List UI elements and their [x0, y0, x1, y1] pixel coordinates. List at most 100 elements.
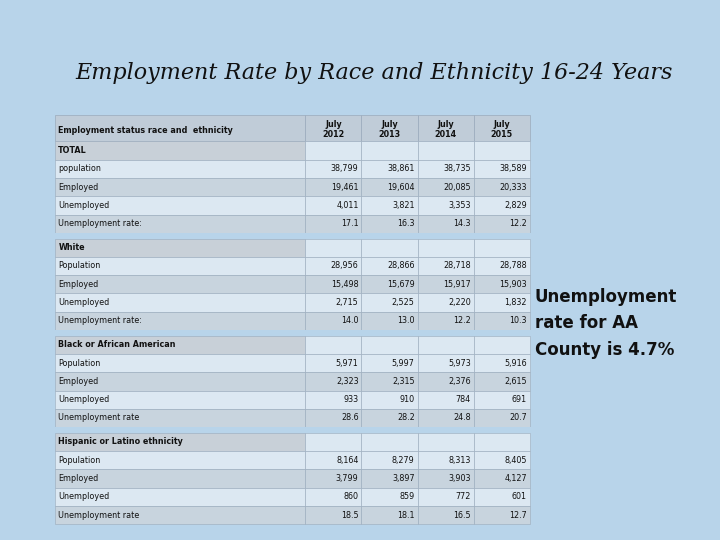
Text: Unemployed: Unemployed [58, 298, 109, 307]
Text: Employed: Employed [58, 280, 99, 289]
Bar [305, 115, 361, 141]
Bar [418, 239, 474, 257]
Bar [361, 178, 418, 196]
Text: 2,829: 2,829 [504, 201, 527, 210]
Bar [361, 141, 418, 160]
Text: 3,903: 3,903 [449, 474, 471, 483]
Bar [361, 312, 418, 330]
Bar [361, 214, 418, 233]
Bar [418, 257, 474, 275]
Text: 10.3: 10.3 [509, 316, 527, 325]
Bar [418, 178, 474, 196]
Bar [361, 336, 418, 354]
Text: 17.1: 17.1 [341, 219, 359, 228]
Text: Population: Population [58, 261, 101, 271]
Bar [305, 336, 361, 354]
Text: Employed: Employed [58, 183, 99, 192]
Text: 3,353: 3,353 [449, 201, 471, 210]
Bar [305, 390, 361, 409]
Text: 38,735: 38,735 [443, 164, 471, 173]
Bar [55, 233, 532, 239]
Bar [55, 336, 305, 354]
Text: July: July [437, 120, 454, 129]
Bar [55, 178, 305, 196]
Text: Unemployment rate:: Unemployment rate: [58, 219, 143, 228]
Bar [305, 293, 361, 312]
Bar [305, 160, 361, 178]
Bar [55, 409, 305, 427]
Text: 20.7: 20.7 [509, 414, 527, 422]
Bar [55, 293, 305, 312]
Bar [361, 275, 418, 293]
Bar [474, 257, 530, 275]
Bar [418, 488, 474, 506]
Text: Unemployment
rate for AA
County is 4.7%: Unemployment rate for AA County is 4.7% [535, 288, 678, 359]
Text: Employed: Employed [58, 474, 99, 483]
Bar [55, 257, 305, 275]
Text: 38,861: 38,861 [387, 164, 415, 173]
Text: 2,220: 2,220 [448, 298, 471, 307]
Bar [418, 214, 474, 233]
Text: population: population [58, 164, 102, 173]
Bar [361, 506, 418, 524]
Bar [305, 196, 361, 214]
Text: 28,788: 28,788 [499, 261, 527, 271]
Bar [305, 451, 361, 469]
Bar [305, 409, 361, 427]
Bar [55, 469, 305, 488]
Bar [418, 451, 474, 469]
Text: 19,461: 19,461 [331, 183, 359, 192]
Bar [418, 115, 474, 141]
Bar [305, 488, 361, 506]
Bar [55, 433, 305, 451]
Text: 5,973: 5,973 [448, 359, 471, 368]
Text: 2013: 2013 [379, 130, 400, 139]
Bar [361, 257, 418, 275]
Text: 2,315: 2,315 [392, 377, 415, 386]
Text: 15,679: 15,679 [387, 280, 415, 289]
Bar [418, 336, 474, 354]
Text: 14.3: 14.3 [453, 219, 471, 228]
Bar [474, 506, 530, 524]
Bar [474, 196, 530, 214]
Bar [418, 312, 474, 330]
Text: Unemployment rate:: Unemployment rate: [58, 316, 143, 325]
Bar [474, 214, 530, 233]
Bar [418, 372, 474, 390]
Text: 5,916: 5,916 [504, 359, 527, 368]
Bar [361, 196, 418, 214]
Bar [418, 293, 474, 312]
Text: 15,498: 15,498 [331, 280, 359, 289]
Bar [418, 433, 474, 451]
Bar [361, 293, 418, 312]
Bar [361, 372, 418, 390]
Bar [418, 275, 474, 293]
Text: 8,279: 8,279 [392, 456, 415, 465]
Text: Employed: Employed [58, 377, 99, 386]
Text: Unemployed: Unemployed [58, 201, 109, 210]
Text: 5,971: 5,971 [336, 359, 359, 368]
Bar [474, 433, 530, 451]
Text: TOTAL: TOTAL [58, 146, 87, 155]
Bar [361, 354, 418, 372]
Bar [418, 469, 474, 488]
Text: White: White [58, 243, 85, 252]
Bar [418, 390, 474, 409]
Bar [474, 293, 530, 312]
Bar [474, 372, 530, 390]
Bar [361, 451, 418, 469]
Bar [55, 354, 305, 372]
Bar [361, 433, 418, 451]
Text: July: July [493, 120, 510, 129]
Text: 3,799: 3,799 [336, 474, 359, 483]
Text: 2,615: 2,615 [504, 377, 527, 386]
Bar [474, 115, 530, 141]
Text: Unemployed: Unemployed [58, 492, 109, 501]
Text: Hispanic or Latino ethnicity: Hispanic or Latino ethnicity [58, 437, 183, 447]
Bar [305, 354, 361, 372]
Bar [305, 178, 361, 196]
Bar [474, 488, 530, 506]
Bar [361, 115, 418, 141]
Bar [55, 330, 532, 336]
Text: 38,589: 38,589 [499, 164, 527, 173]
